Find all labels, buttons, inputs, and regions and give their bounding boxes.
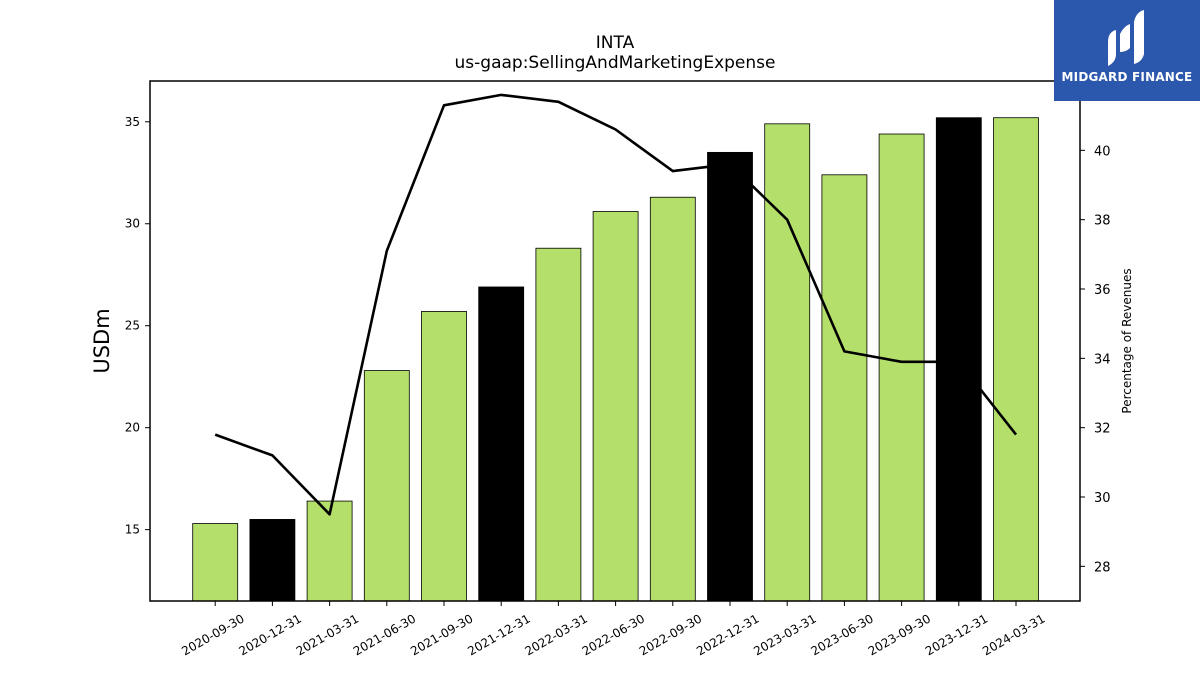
- right-tick-label: 28: [1094, 560, 1111, 575]
- x-tick-label: 2021-09-30: [408, 611, 475, 658]
- bar: [421, 311, 467, 602]
- bar-series: [192, 117, 1039, 602]
- chart-subtitle: us-gaap:SellingAndMarketingExpense: [455, 53, 776, 73]
- left-tick-label: 20: [125, 421, 140, 435]
- bar: [878, 133, 925, 602]
- x-tick-label: 2022-09-30: [637, 611, 704, 658]
- chart-title: INTA: [596, 33, 635, 53]
- x-tick-label: 2022-12-31: [694, 611, 761, 658]
- x-tick-label: 2021-03-31: [294, 611, 361, 658]
- x-tick-label: 2023-03-31: [751, 611, 818, 658]
- right-tick-label: 38: [1094, 214, 1111, 229]
- bar: [249, 519, 296, 602]
- left-axis: 15 20 25 30 35: [125, 115, 150, 537]
- x-tick-label: 2023-12-31: [923, 611, 990, 658]
- bar: [478, 286, 525, 602]
- left-tick-label: 25: [125, 319, 140, 333]
- x-tick-label: 2021-06-30: [351, 611, 418, 658]
- bar: [306, 500, 353, 602]
- x-tick-label: 2022-03-31: [522, 611, 589, 658]
- midgard-finance-logo: MIDGARD FINANCE: [1054, 0, 1200, 101]
- bar: [993, 117, 1039, 602]
- x-tick-label: 2020-09-30: [179, 611, 246, 658]
- x-tick-label: 2020-12-31: [236, 611, 303, 658]
- x-axis: 2020-09-302020-12-312021-03-312021-06-30…: [179, 601, 1048, 658]
- line-series: [214, 93, 1018, 516]
- right-tick-label: 32: [1094, 422, 1111, 437]
- x-tick-label: 2022-06-30: [580, 611, 647, 658]
- x-tick-label: 2023-09-30: [866, 611, 933, 658]
- right-tick-label: 36: [1094, 283, 1111, 298]
- bar: [821, 174, 868, 602]
- x-tick-label: 2021-12-31: [465, 611, 532, 658]
- logo-text: MIDGARD FINANCE: [1061, 70, 1193, 84]
- bar: [535, 247, 582, 602]
- left-tick-label: 15: [125, 523, 140, 537]
- bar: [192, 523, 239, 602]
- logo-mark-icon: [1108, 10, 1144, 66]
- bar: [649, 196, 696, 602]
- bar: [707, 151, 753, 602]
- bar: [592, 211, 639, 602]
- bar: [363, 370, 410, 602]
- y-axis-label-left: USDm: [90, 308, 114, 373]
- right-tick-label: 30: [1094, 491, 1111, 506]
- x-tick-label: 2023-06-30: [808, 611, 875, 658]
- right-tick-label: 40: [1094, 144, 1111, 159]
- x-tick-label: 2024-03-31: [980, 611, 1047, 658]
- plot-frame: [149, 80, 1081, 602]
- line-path: [214, 93, 1018, 516]
- left-tick-label: 35: [125, 115, 140, 129]
- y-axis-label-right: Percentage of Revenues: [1120, 268, 1134, 413]
- bar: [935, 117, 982, 602]
- right-axis: 28 30 32 34 36 38 40: [1080, 144, 1111, 575]
- right-tick-label: 34: [1094, 352, 1111, 367]
- left-tick-label: 30: [125, 217, 140, 231]
- bar: [764, 123, 811, 602]
